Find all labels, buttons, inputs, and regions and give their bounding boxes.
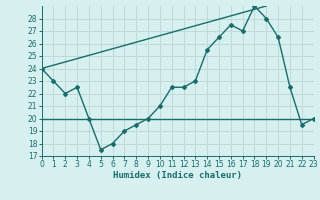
X-axis label: Humidex (Indice chaleur): Humidex (Indice chaleur) (113, 171, 242, 180)
